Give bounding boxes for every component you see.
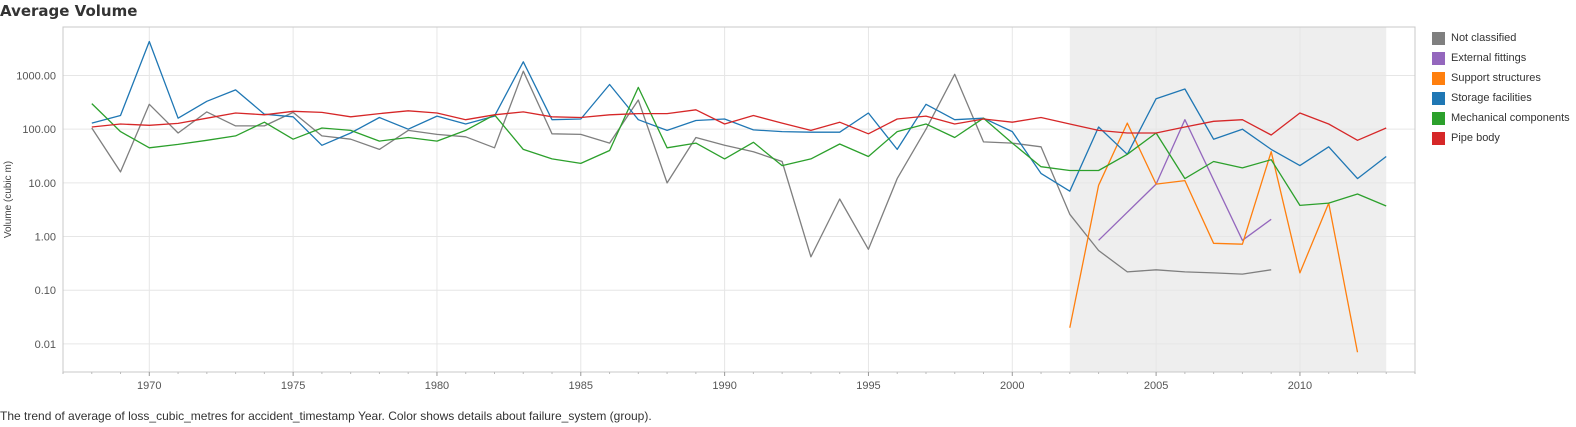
legend-label: Not classified bbox=[1451, 32, 1517, 44]
legend-label: External fittings bbox=[1451, 52, 1527, 64]
x-tick-label: 1980 bbox=[425, 380, 449, 392]
legend-item-support-structures[interactable]: Support structures bbox=[1432, 68, 1570, 88]
x-tick-label: 2005 bbox=[1144, 380, 1168, 392]
legend-swatch bbox=[1432, 131, 1445, 145]
chart-caption: The trend of average of loss_cubic_metre… bbox=[0, 409, 652, 423]
chart-title: Average Volume bbox=[0, 2, 138, 20]
y-tick-label: 100.00 bbox=[22, 124, 56, 136]
y-tick-label: 0.10 bbox=[35, 285, 56, 297]
legend-item-not-classified[interactable]: Not classified bbox=[1432, 28, 1570, 48]
series-line-pipe-body bbox=[91, 109, 1387, 141]
x-tick-label: 1970 bbox=[137, 380, 161, 392]
y-axis: 0.01 0.10 1.00 10.00 100.00 1000.00 bbox=[16, 70, 56, 350]
y-tick-label: 0.01 bbox=[35, 339, 56, 351]
x-tick-label: 1985 bbox=[569, 380, 593, 392]
legend-item-storage-facilities[interactable]: Storage facilities bbox=[1432, 88, 1570, 108]
gridlines bbox=[63, 27, 1415, 372]
y-axis-label: Volume (cubic m) bbox=[3, 161, 14, 238]
legend-item-pipe-body[interactable]: Pipe body bbox=[1432, 128, 1570, 148]
legend-label: Storage facilities bbox=[1451, 92, 1532, 104]
x-tick-label: 2010 bbox=[1288, 380, 1312, 392]
line-chart: 1970 1975 1980 1985 1990 1995 2000 2005 2010 0.0… bbox=[3, 26, 1416, 392]
legend-swatch bbox=[1432, 51, 1445, 65]
x-tick-label: 1990 bbox=[712, 380, 736, 392]
legend-swatch bbox=[1432, 91, 1445, 105]
legend-label: Pipe body bbox=[1451, 132, 1500, 144]
legend-label: Support structures bbox=[1451, 72, 1541, 84]
legend-label: Mechanical components bbox=[1451, 112, 1570, 124]
x-tick-label: 2000 bbox=[1000, 380, 1024, 392]
highlight-band bbox=[1069, 27, 1387, 372]
series-line-support-structures bbox=[1069, 122, 1359, 353]
y-tick-label: 1.00 bbox=[35, 232, 56, 244]
plot-frame bbox=[62, 26, 1416, 373]
series-line-not-classified bbox=[91, 70, 1272, 275]
series-line-mechanical-components bbox=[91, 86, 1387, 207]
y-tick-label: 1000.00 bbox=[16, 70, 56, 82]
series-lines bbox=[91, 40, 1387, 353]
series-line-external-fittings bbox=[1098, 119, 1272, 241]
x-tick-label: 1975 bbox=[281, 380, 305, 392]
y-tick-label: 10.00 bbox=[28, 178, 56, 190]
legend: Not classified External fittings Support s… bbox=[1432, 28, 1570, 148]
x-axis: 1970 1975 1980 1985 1990 1995 2000 2005 2010 bbox=[62, 372, 1416, 392]
legend-swatch bbox=[1432, 111, 1445, 125]
legend-item-mechanical-components[interactable]: Mechanical components bbox=[1432, 108, 1570, 128]
legend-swatch bbox=[1432, 71, 1445, 85]
x-tick-label: 1995 bbox=[856, 380, 880, 392]
series-line-storage-facilities bbox=[91, 40, 1387, 192]
legend-swatch bbox=[1432, 31, 1445, 45]
legend-item-external-fittings[interactable]: External fittings bbox=[1432, 48, 1570, 68]
